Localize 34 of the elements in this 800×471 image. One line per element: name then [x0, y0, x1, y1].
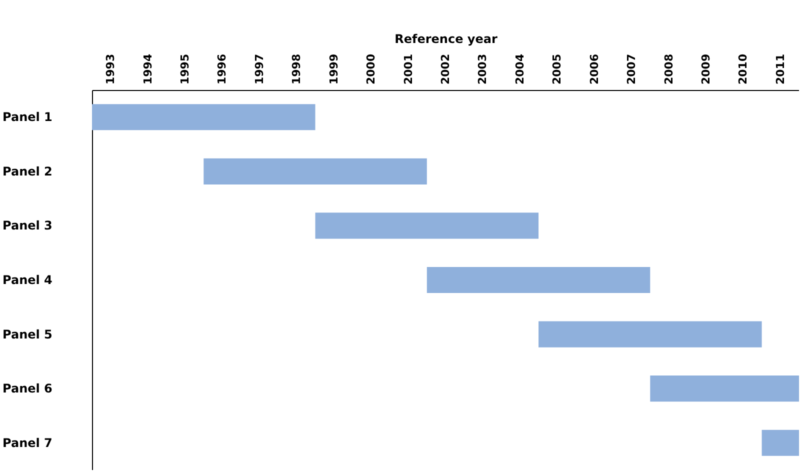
x-tick-label: 2006 [588, 54, 601, 84]
x-tick-label: 2009 [699, 54, 712, 84]
bar [204, 158, 427, 184]
y-tick-label: Panel 3 [2, 218, 52, 233]
x-tick-label: 2010 [736, 54, 750, 84]
y-tick-label: Panel 6 [2, 382, 52, 396]
bar [762, 430, 799, 456]
x-tick-label: 2007 [625, 54, 638, 84]
y-tick-label: Panel 1 [2, 110, 52, 124]
x-tick-label: 2000 [364, 54, 378, 84]
x-tick-label: 2008 [662, 54, 676, 84]
x-tick-label: 1994 [141, 54, 154, 84]
x-tick-label: 1997 [252, 54, 266, 84]
x-tick-label: 2005 [550, 54, 564, 84]
x-tick-label: 1999 [327, 54, 340, 84]
x-tick-label: 2003 [476, 54, 490, 84]
x-tick-label: 1993 [104, 54, 118, 84]
x-tick-label: 2011 [774, 54, 787, 84]
bar [426, 266, 650, 294]
x-axis-title: Reference year [394, 32, 498, 46]
x-tick-label: 2004 [513, 54, 526, 84]
x-tick-label: 1996 [216, 54, 229, 84]
x-tick-label: 2002 [439, 54, 452, 84]
bar [92, 104, 316, 130]
y-tick-label: Panel 7 [2, 436, 52, 450]
y-tick-label: Panel 2 [2, 164, 52, 178]
x-tick-label: 1995 [178, 54, 192, 84]
y-tick-label: Panel 4 [2, 273, 52, 287]
y-tick-label: Panel 5 [2, 327, 52, 342]
x-tick-label: 1998 [290, 54, 304, 84]
bar [315, 212, 539, 239]
bar [650, 376, 799, 402]
bar [538, 321, 762, 348]
x-tick-label: 2001 [402, 54, 415, 84]
